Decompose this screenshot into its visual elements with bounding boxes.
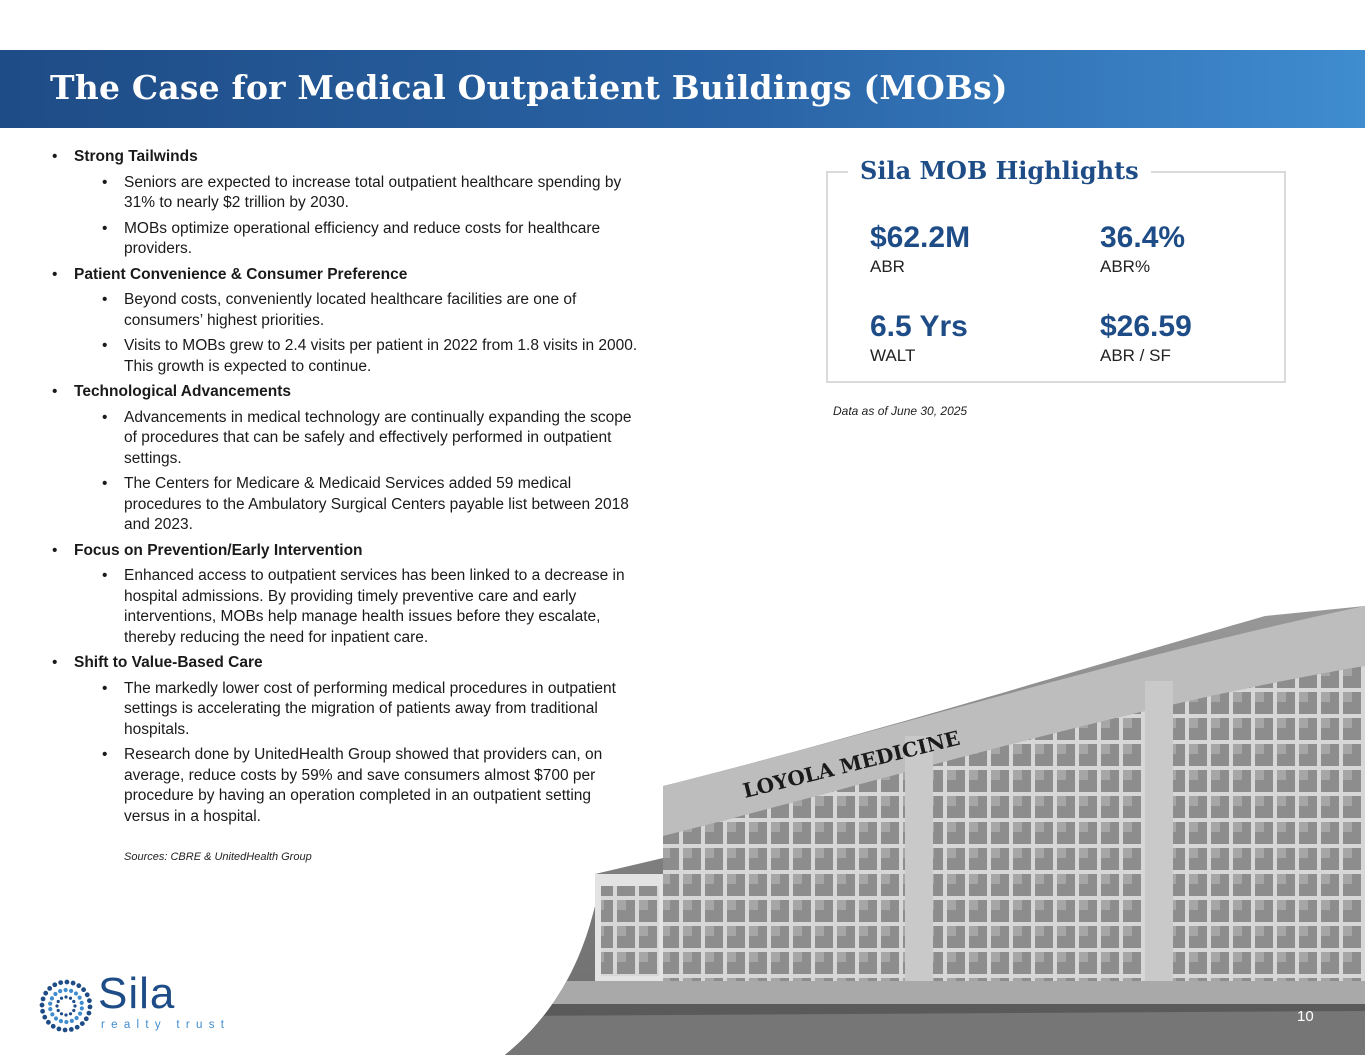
logo-dot (47, 985, 53, 991)
stat-label: WALT (870, 346, 916, 365)
logo-dot (68, 996, 73, 1000)
logo-dot (70, 980, 76, 986)
data-as-of-note: Data as of June 30, 2025 (833, 404, 968, 418)
bullet-item: The markedly lower cost of performing me… (50, 679, 640, 741)
logo-dot (73, 991, 79, 996)
logo-dot (50, 1023, 56, 1029)
bullet-item: Seniors are expected to increase total o… (50, 173, 640, 214)
sila-logo (39, 979, 93, 1033)
stat-label: ABR / SF (1100, 346, 1171, 365)
logo-dot (87, 1004, 93, 1010)
stat-value: $62.2M (870, 221, 971, 254)
bullet-item: Research done by UnitedHealth Group show… (50, 745, 640, 827)
logo-dot (84, 992, 90, 998)
sources-note: Sources: CBRE & UnitedHealth Group (124, 851, 312, 863)
brand-name: Sila (98, 969, 176, 1018)
logo-dot (77, 1011, 83, 1016)
stat-value: 36.4% (1100, 221, 1186, 254)
stat-walt: 6.5 Yrs WALT (870, 310, 968, 366)
sila-burst-icon (39, 979, 93, 1033)
logo-dot (64, 979, 70, 985)
bullet-item: Visits to MOBs grew to 2.4 visits per pa… (50, 336, 640, 377)
logo-dot (79, 1006, 84, 1011)
logo-dot (72, 999, 76, 1004)
logo-dot (39, 1002, 45, 1008)
page-number: 10 (1297, 1008, 1314, 1025)
logo-dot (79, 1021, 85, 1027)
stat-value: 6.5 Yrs (870, 310, 968, 343)
logo-dot (68, 1027, 74, 1032)
logo-dot (43, 990, 49, 996)
logo-dot (56, 1026, 62, 1032)
logo-dot (58, 980, 64, 985)
logo-dot (76, 983, 82, 989)
logo-dot (68, 1012, 73, 1016)
building-photo: LOYOLA MEDICINE (505, 606, 1365, 1055)
section-heading: Technological Advancements (50, 382, 640, 403)
page-title: The Case for Medical Outpatient Building… (50, 68, 1008, 107)
logo-dot (83, 1016, 89, 1022)
logo-dot (52, 982, 58, 988)
logo-dot (48, 1007, 53, 1012)
logo-dot (87, 998, 92, 1004)
logo-dot (69, 988, 74, 993)
brand-tagline: realty trust (101, 1019, 231, 1031)
logo-dot (63, 987, 68, 993)
header-band (0, 50, 1365, 128)
logo-dot (56, 1008, 60, 1013)
logo-dot (74, 1015, 79, 1021)
logo-dot (48, 1001, 53, 1006)
logo-dot (42, 1014, 48, 1020)
logo-dot (79, 1000, 84, 1005)
logo-dot (59, 996, 64, 1000)
logo-dot (40, 996, 46, 1002)
stat-label: ABR (870, 257, 905, 276)
logo-dot (58, 1019, 63, 1024)
bullet-item: Enhanced access to outpatient services h… (50, 566, 640, 648)
stat-label: ABR% (1100, 257, 1151, 276)
highlights-title: Sila MOB Highlights (848, 156, 1151, 185)
logo-dot (64, 1019, 69, 1025)
section-heading: Shift to Value-Based Care (50, 653, 640, 674)
stat-abr-percent: 36.4% ABR% (1100, 221, 1185, 277)
logo-dot (56, 999, 60, 1004)
logo-dot (53, 991, 58, 997)
logo-dot (40, 1008, 45, 1014)
section-heading: Focus on Prevention/Early Intervention (50, 541, 640, 562)
logo-dot (53, 1016, 59, 1021)
section-heading: Strong Tailwinds (50, 147, 640, 168)
logo-dot (58, 989, 63, 994)
logo-dot (73, 1004, 77, 1008)
stat-abr-per-sf: $26.59 ABR / SF (1100, 310, 1192, 366)
logo-dot (59, 1012, 64, 1016)
section-heading: Patient Convenience & Consumer Preferenc… (50, 265, 640, 286)
bullet-item: Beyond costs, conveniently located healt… (50, 290, 640, 331)
logo-dot (77, 995, 82, 1000)
logo-dot (55, 1004, 59, 1008)
stat-value: $26.59 (1100, 310, 1192, 343)
bullet-item: The Centers for Medicare & Medicaid Serv… (50, 474, 640, 536)
logo-dot (64, 1013, 68, 1017)
logo-dot (49, 996, 55, 1001)
stat-abr: $62.2M ABR (870, 221, 970, 277)
logo-dot (74, 1024, 80, 1030)
bullet-list: Strong Tailwinds Seniors are expected to… (50, 147, 640, 827)
logo-dot (69, 1018, 74, 1023)
logo-dot (50, 1012, 55, 1017)
logo-dot (64, 995, 68, 999)
bullet-item: Advancements in medical technology are c… (50, 408, 640, 470)
logo-dot (72, 1008, 76, 1013)
logo-dot (62, 1027, 68, 1033)
bullet-item: MOBs optimize operational efficiency and… (50, 219, 640, 260)
logo-dot (45, 1019, 51, 1025)
logo-dot (81, 987, 87, 993)
logo-dot (86, 1010, 92, 1016)
